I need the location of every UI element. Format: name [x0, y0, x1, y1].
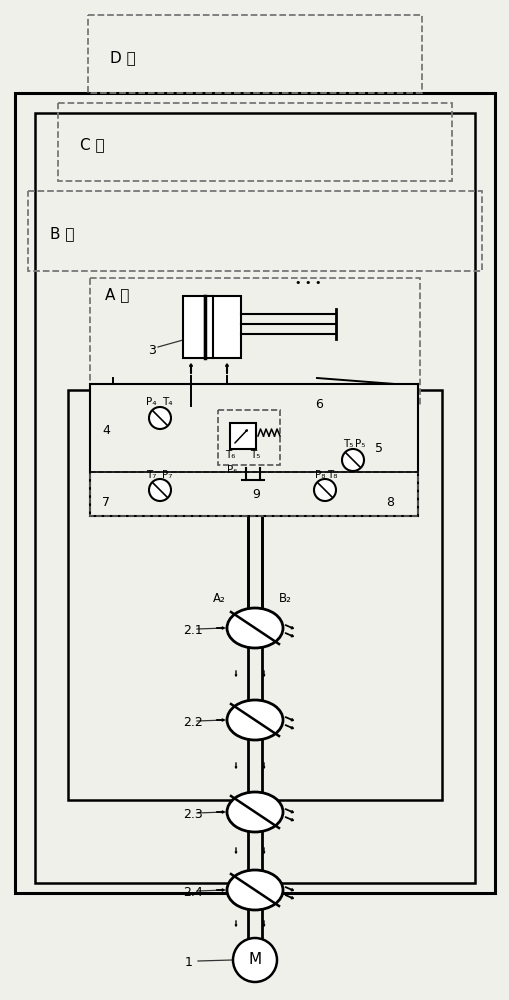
Text: 2.1: 2.1 — [183, 624, 203, 637]
Text: T₆: T₆ — [224, 450, 235, 460]
Circle shape — [149, 479, 171, 501]
Bar — [35, 113, 474, 883]
Bar — [28, 191, 481, 271]
Text: P₅: P₅ — [354, 439, 364, 449]
Bar — [230, 423, 256, 449]
Bar — [90, 384, 417, 516]
Circle shape — [149, 407, 171, 429]
Text: M: M — [248, 952, 261, 968]
Text: 3: 3 — [148, 344, 156, 357]
Ellipse shape — [227, 870, 282, 910]
Text: 5: 5 — [374, 442, 382, 454]
Bar — [217, 410, 279, 465]
Text: 2.4: 2.4 — [183, 886, 203, 898]
Circle shape — [342, 449, 363, 471]
Text: 9: 9 — [251, 488, 260, 502]
Bar — [90, 278, 419, 406]
Bar — [88, 15, 421, 93]
Bar — [90, 472, 417, 516]
Ellipse shape — [227, 608, 282, 648]
Text: D 区: D 区 — [110, 50, 135, 66]
Text: 6: 6 — [315, 397, 322, 410]
Bar — [205, 296, 241, 358]
Text: A₂: A₂ — [213, 591, 225, 604]
Text: B 区: B 区 — [50, 227, 74, 241]
Text: T₄: T₄ — [162, 397, 172, 407]
Text: P₆: P₆ — [227, 465, 237, 475]
Text: 4: 4 — [102, 424, 109, 436]
Text: B₂: B₂ — [278, 591, 291, 604]
Bar — [58, 103, 451, 181]
Text: A 区: A 区 — [105, 288, 129, 302]
Text: T₇: T₇ — [146, 470, 156, 480]
Circle shape — [314, 479, 335, 501]
Text: T₅: T₅ — [343, 439, 353, 449]
Ellipse shape — [227, 792, 282, 832]
Text: T₅: T₅ — [249, 450, 260, 460]
Text: • • •: • • • — [294, 278, 321, 288]
Circle shape — [233, 938, 276, 982]
Text: 2.2: 2.2 — [183, 716, 203, 728]
Bar — [183, 296, 205, 358]
Text: 8: 8 — [385, 495, 393, 508]
Bar — [15, 93, 494, 893]
Bar — [68, 390, 441, 800]
Ellipse shape — [227, 700, 282, 740]
Text: P₈: P₈ — [315, 470, 325, 480]
Text: C 区: C 区 — [80, 137, 104, 152]
Text: 2.3: 2.3 — [183, 808, 203, 820]
Text: T₈: T₈ — [326, 470, 337, 480]
Text: P₄: P₄ — [146, 397, 156, 407]
Text: 7: 7 — [102, 495, 110, 508]
Text: 1: 1 — [185, 956, 192, 968]
Text: P₇: P₇ — [162, 470, 172, 480]
